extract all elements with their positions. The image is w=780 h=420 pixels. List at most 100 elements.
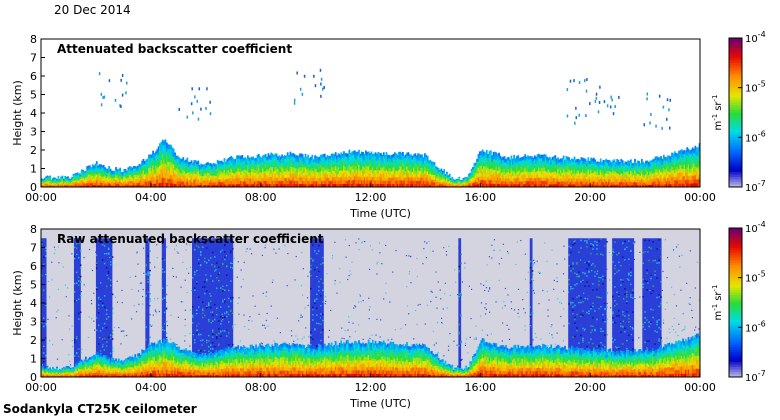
backscatter-cell (204, 175, 207, 179)
backscatter-cell (209, 165, 212, 169)
backscatter-cell (224, 184, 227, 188)
backscatter-cell (345, 173, 348, 178)
backscatter-cell (108, 168, 111, 171)
backscatter-cell (47, 177, 50, 179)
backscatter-cell (64, 175, 67, 178)
backscatter-cell (292, 156, 295, 161)
backscatter-cell (89, 182, 91, 186)
backscatter-cell (240, 183, 242, 188)
backscatter-cell (341, 163, 344, 168)
backscatter-cell (108, 184, 111, 188)
backscatter-cell (111, 180, 113, 183)
backscatter-cell (175, 174, 178, 178)
y-tick-label: 5 (30, 89, 37, 102)
backscatter-cell (71, 182, 73, 184)
backscatter-cell (150, 157, 153, 162)
backscatter-cell (264, 170, 267, 175)
backscatter-cell (134, 168, 137, 171)
backscatter-cell (262, 158, 264, 163)
backscatter-cell (142, 170, 145, 174)
backscatter-cell (56, 183, 58, 186)
backscatter-cell (343, 169, 345, 174)
backscatter-cell (105, 185, 108, 188)
backscatter-cell (152, 179, 154, 184)
backscatter-cell (153, 176, 156, 181)
echo-speck (669, 98, 671, 102)
backscatter-cell (345, 180, 348, 185)
backscatter-cell (288, 164, 290, 169)
backscatter-cell (333, 154, 336, 158)
backscatter-cell (216, 184, 219, 188)
backscatter-cell (348, 164, 351, 169)
backscatter-cell (168, 165, 171, 171)
backscatter-cell (83, 176, 86, 178)
backscatter-cell (296, 174, 299, 178)
backscatter-cell (194, 173, 197, 177)
backscatter-cell (286, 180, 289, 184)
backscatter-cell (263, 161, 266, 165)
backscatter-cell (262, 174, 264, 178)
backscatter-cell (219, 168, 222, 172)
backscatter-cell (334, 152, 337, 157)
backscatter-cell (294, 155, 297, 159)
backscatter-cell (355, 169, 358, 174)
backscatter-cell (277, 171, 279, 176)
backscatter-cell (101, 176, 104, 179)
backscatter-cell (359, 163, 362, 168)
backscatter-cell (143, 179, 146, 183)
backscatter-cell (322, 170, 325, 175)
backscatter-cell (49, 177, 52, 180)
backscatter-cell (178, 181, 181, 185)
backscatter-cell (299, 166, 301, 171)
backscatter-cell (72, 179, 75, 181)
backscatter-cell (76, 175, 79, 178)
backscatter-cell (154, 169, 157, 174)
backscatter-cell (234, 175, 237, 179)
backscatter-cell (126, 170, 128, 173)
backscatter-cell (86, 176, 89, 180)
backscatter-cell (165, 146, 168, 152)
backscatter-cell (318, 159, 321, 164)
backscatter-cell (322, 180, 325, 185)
backscatter-cell (341, 180, 344, 185)
backscatter-cell (355, 162, 358, 167)
backscatter-cell (241, 174, 244, 178)
backscatter-cell (171, 147, 174, 152)
backscatter-cell (238, 164, 241, 169)
backscatter-cell (288, 180, 290, 185)
backscatter-cell (150, 170, 153, 175)
backscatter-cell (54, 181, 57, 183)
backscatter-cell (190, 168, 193, 172)
backscatter-cell (273, 167, 275, 172)
backscatter-cell (132, 178, 135, 182)
backscatter-cell (122, 173, 124, 176)
backscatter-cell (319, 161, 322, 165)
backscatter-cell (262, 161, 264, 166)
backscatter-cell (58, 181, 61, 183)
backscatter-cell (307, 170, 310, 175)
backscatter-cell (142, 164, 145, 168)
backscatter-cell (167, 152, 170, 158)
backscatter-cell (65, 182, 68, 185)
backscatter-cell (257, 177, 260, 181)
backscatter-cell (163, 182, 165, 188)
backscatter-cell (314, 164, 316, 169)
backscatter-cell (187, 169, 190, 173)
backscatter-cell (123, 181, 126, 184)
backscatter-cell (117, 181, 120, 184)
backscatter-cell (242, 166, 245, 170)
backscatter-cell (157, 170, 160, 176)
backscatter-cell (327, 159, 330, 163)
backscatter-cell (179, 169, 182, 174)
echo-speck (646, 97, 648, 101)
backscatter-cell (137, 165, 139, 169)
backscatter-cell (76, 181, 79, 184)
backscatter-cell (115, 173, 117, 176)
backscatter-cell (106, 168, 109, 171)
backscatter-cell (319, 164, 322, 168)
echo-speck (586, 78, 588, 82)
backscatter-cell (334, 159, 337, 163)
backscatter-cell (51, 185, 54, 187)
backscatter-cell (190, 176, 193, 180)
backscatter-cell (338, 177, 341, 181)
